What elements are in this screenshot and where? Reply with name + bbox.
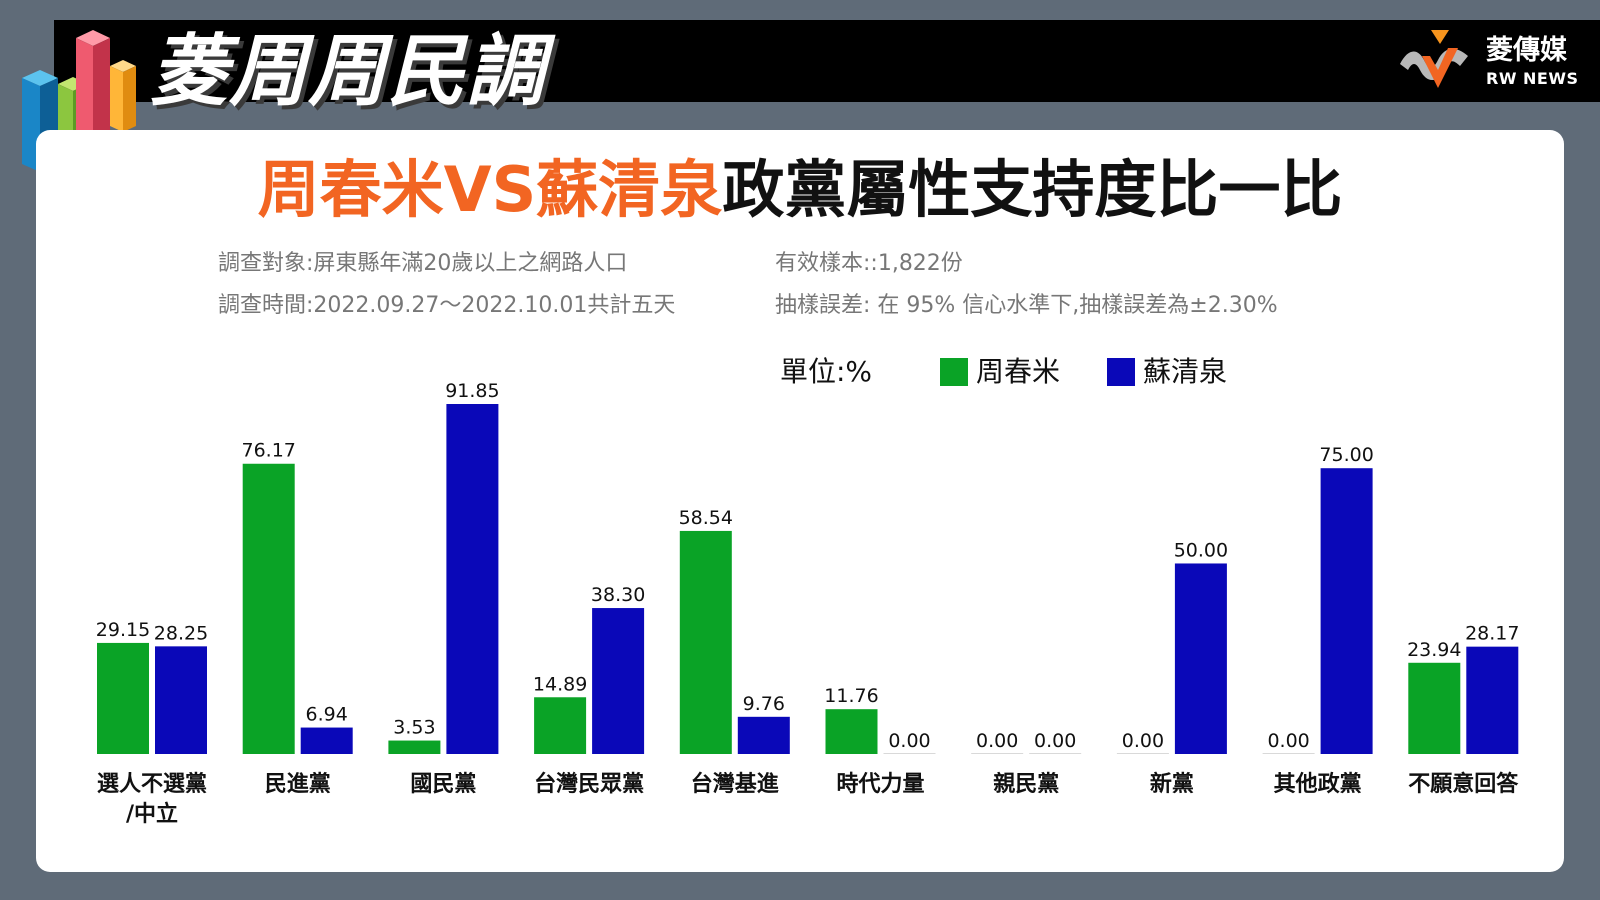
category-label-9: 其他政黨 (1274, 771, 1362, 797)
bar-series-1-cat-1 (97, 642, 149, 754)
brand-logo: 菱傳媒 RW NEWS (1398, 26, 1588, 96)
data-label-series-1-cat-5: 58.54 (679, 507, 733, 529)
category-label-1: /中立 (126, 801, 178, 827)
category-label-2: 民進黨 (265, 772, 331, 797)
headline-topic: 政黨屬性支持度比一比 (722, 153, 1343, 226)
bar-series-2-cat-3 (446, 404, 499, 754)
data-label-series-1-cat-8: 0.00 (1122, 730, 1164, 752)
data-label-series-1-cat-4: 14.89 (533, 673, 587, 695)
legend-label-series-1: 周春米 (976, 355, 1061, 388)
category-label-8: 新黨 (1150, 771, 1194, 797)
category-label-1: 選人不選黨 (97, 772, 207, 797)
data-label-series-1-cat-7: 0.00 (976, 730, 1018, 752)
data-label-series-1-cat-3: 3.53 (393, 717, 435, 739)
bar-series-2-cat-5 (737, 716, 790, 754)
bar-series-2-cat-10 (1466, 646, 1519, 754)
bar-series-1-cat-10 (1408, 662, 1461, 754)
category-label-6: 時代力量 (836, 772, 924, 797)
category-label-4: 台灣民眾黨 (534, 771, 644, 797)
data-label-series-2-cat-1: 28.25 (154, 622, 208, 644)
data-label-series-2-cat-7: 0.00 (1034, 730, 1076, 752)
bar-series-2-cat-2 (300, 727, 353, 754)
brand-name-en: RW NEWS (1486, 69, 1579, 88)
survey-sample: 有效樣本::1,822份 (775, 251, 963, 276)
data-label-series-2-cat-10: 28.17 (1465, 623, 1519, 645)
header-bar (54, 20, 1600, 102)
category-label-3: 國民黨 (410, 772, 476, 797)
unit-label: 單位:% (780, 355, 873, 388)
bar-series-1-cat-3 (388, 740, 441, 754)
bar-series-1-cat-2 (242, 463, 295, 754)
data-label-series-2-cat-3: 91.85 (445, 380, 499, 402)
data-label-series-1-cat-1: 29.15 (96, 619, 150, 641)
survey-target: 調查對象:屏東縣年滿20歲以上之網路人口 (218, 251, 628, 276)
category-label-5: 台灣基進 (691, 771, 779, 797)
page-title: 菱周周民調 (150, 27, 546, 117)
bar-series-2-cat-9 (1320, 468, 1373, 754)
chart-headline: 周春米VS蘇清泉政黨屬性支持度比一比 (0, 152, 1600, 228)
survey-period: 調查時間:2022.09.27～2022.10.01共計五天 (218, 293, 676, 318)
bar-series-1-cat-4 (534, 697, 587, 754)
survey-error: 抽樣誤差: 在 95% 信心水準下,抽樣誤差為±2.30% (775, 293, 1278, 318)
brand-name-cn: 菱傳媒 (1486, 35, 1567, 66)
bar-series-2-cat-1 (155, 646, 207, 754)
headline-candidates: 周春米VS蘇清泉 (257, 153, 723, 226)
data-label-series-2-cat-8: 50.00 (1174, 539, 1228, 561)
legend-swatch-series-2 (1107, 358, 1135, 386)
data-label-series-2-cat-9: 75.00 (1319, 444, 1373, 466)
legend-swatch-series-1 (940, 358, 968, 386)
data-label-series-2-cat-4: 38.30 (591, 584, 645, 606)
legend-label-series-2: 蘇清泉 (1143, 355, 1228, 388)
bar-series-2-cat-8 (1174, 563, 1227, 754)
data-label-series-1-cat-2: 76.17 (241, 440, 295, 462)
bar-series-1-cat-5 (679, 530, 732, 754)
data-label-series-1-cat-6: 11.76 (824, 685, 878, 707)
category-label-10: 不願意回答 (1408, 771, 1519, 797)
data-label-series-2-cat-5: 9.76 (743, 693, 785, 715)
bar-series-2-cat-4 (592, 608, 645, 754)
data-label-series-1-cat-9: 0.00 (1267, 730, 1309, 752)
data-label-series-2-cat-2: 6.94 (306, 704, 348, 726)
rw-news-logo-icon (1400, 30, 1468, 88)
category-label-7: 親民黨 (993, 772, 1059, 797)
data-label-series-1-cat-10: 23.94 (1407, 639, 1461, 661)
data-label-series-2-cat-6: 0.00 (888, 730, 930, 752)
bar-series-1-cat-6 (825, 709, 878, 754)
